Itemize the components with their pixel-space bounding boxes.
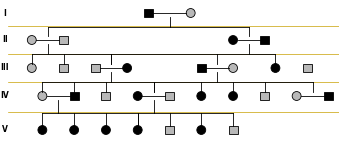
Text: I: I	[4, 8, 6, 17]
Circle shape	[123, 64, 132, 72]
Circle shape	[27, 36, 36, 44]
Circle shape	[101, 126, 111, 134]
Circle shape	[38, 126, 47, 134]
Circle shape	[228, 91, 238, 100]
Circle shape	[70, 126, 79, 134]
Circle shape	[197, 91, 206, 100]
Circle shape	[228, 64, 238, 72]
Bar	[59, 64, 68, 72]
Circle shape	[292, 91, 301, 100]
Circle shape	[186, 8, 195, 17]
Circle shape	[133, 91, 142, 100]
Bar	[91, 64, 100, 72]
Bar	[228, 126, 238, 134]
Bar	[197, 64, 206, 72]
Bar	[165, 126, 174, 134]
Circle shape	[197, 126, 206, 134]
Bar	[59, 36, 68, 44]
Text: IV: IV	[1, 91, 9, 100]
Circle shape	[27, 64, 36, 72]
Bar	[144, 8, 153, 17]
Bar	[303, 64, 312, 72]
Text: V: V	[2, 125, 8, 135]
Circle shape	[38, 91, 47, 100]
Bar	[165, 91, 174, 100]
Text: II: II	[2, 35, 8, 45]
Text: III: III	[1, 63, 9, 73]
Bar	[101, 91, 111, 100]
Circle shape	[133, 126, 142, 134]
Bar	[70, 91, 79, 100]
Circle shape	[228, 36, 238, 44]
Circle shape	[271, 64, 280, 72]
Bar	[260, 36, 269, 44]
Bar	[260, 91, 269, 100]
Bar	[324, 91, 333, 100]
